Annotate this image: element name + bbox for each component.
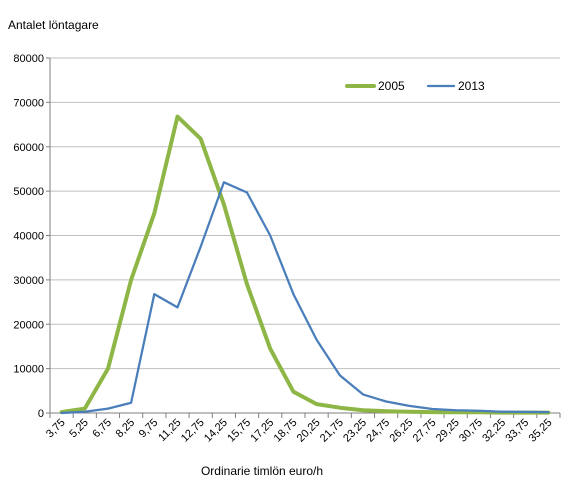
x-tick-label: 3,75 — [44, 417, 68, 441]
x-tick-label: 26,25 — [387, 417, 415, 445]
y-tick-label: 50000 — [13, 186, 44, 198]
y-tick-label: 40000 — [13, 231, 44, 243]
gridlines — [50, 57, 560, 370]
y-tick-label: 30000 — [13, 275, 44, 287]
y-tick-label: 70000 — [13, 97, 44, 109]
legend: 2005 2013 — [345, 79, 485, 93]
x-tick-label: 17,25 — [248, 417, 276, 445]
x-tick-label: 33,75 — [503, 417, 531, 445]
y-tick-label: 10000 — [13, 364, 44, 376]
x-tick-label: 20,25 — [295, 417, 323, 445]
y-axis-title: Antalet löntagare — [8, 18, 99, 32]
x-tick-label: 29,25 — [434, 417, 462, 445]
x-tick-label: 14,25 — [202, 417, 230, 445]
x-tick-label: 12,75 — [179, 417, 207, 445]
x-tick-label: 15,75 — [225, 417, 253, 445]
x-tick-label: 23,25 — [341, 417, 369, 445]
series-line-2005 — [59, 114, 551, 415]
x-tick-label: 18,75 — [272, 417, 300, 445]
x-tick-label: 32,25 — [480, 417, 508, 445]
x-tick-label: 27,75 — [411, 417, 439, 445]
x-tick-label: 35,25 — [527, 417, 555, 445]
x-tick-label: 21,75 — [318, 417, 346, 445]
axes — [46, 57, 561, 418]
y-tick-label: 60000 — [13, 142, 44, 154]
legend-label-2005: 2005 — [378, 79, 405, 93]
x-tick-label: 6,75 — [90, 417, 114, 441]
x-tick-label: 11,25 — [156, 417, 183, 444]
x-axis-title: Ordinarie timlön euro/h — [201, 464, 323, 478]
x-tick-label: 24,75 — [364, 417, 392, 445]
y-tick-label: 80000 — [13, 53, 44, 65]
legend-label-2013: 2013 — [458, 79, 485, 93]
x-tick-label: 30,75 — [457, 417, 485, 445]
y-tick-label: 0 — [38, 408, 44, 420]
x-tick-label: 5,25 — [67, 417, 91, 441]
x-tick-labels: 3,75 5,25 6,75 8,25 9,7511,2512,7514,2515,75… — [44, 417, 554, 445]
series-line-2013 — [60, 181, 550, 415]
y-tick-labels: 0 10000 20000 30000 40000 50000 60000 70000 8000… — [13, 53, 44, 420]
series-lines — [59, 114, 551, 415]
x-tick-label: 8,25 — [114, 417, 138, 441]
y-tick-label: 20000 — [13, 319, 44, 331]
